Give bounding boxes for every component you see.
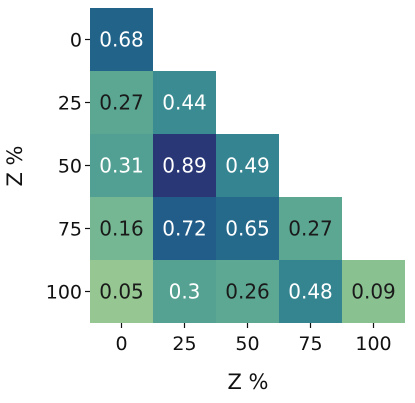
- heatmap-cell-value: 0.65: [225, 217, 270, 241]
- heatmap-cell: [342, 260, 405, 323]
- heatmap-cell: [153, 197, 216, 260]
- heatmap-cell: [216, 197, 279, 260]
- heatmap-cell-value: 0.05: [99, 280, 144, 304]
- y-tick-label: 50: [58, 156, 82, 178]
- x-axis-label: Z %: [227, 370, 268, 394]
- heatmap-cell: [216, 260, 279, 323]
- y-axis-label: Z %: [3, 145, 27, 186]
- heatmap-cell: [90, 260, 153, 323]
- heatmap-cell-value: 0.89: [162, 154, 207, 178]
- heatmap-cell: [153, 134, 216, 197]
- y-tick-label: 0: [70, 30, 82, 52]
- heatmap-cell-value: 0.68: [99, 28, 144, 52]
- y-tick-label: 25: [58, 93, 82, 115]
- heatmap-cell: [90, 134, 153, 197]
- y-tick-label: 75: [58, 219, 82, 241]
- heatmap-cell: [90, 197, 153, 260]
- heatmap-cell-value: 0.72: [162, 217, 207, 241]
- y-axis-ticks: 0 25 50 75 100: [46, 30, 90, 304]
- heatmap-cell: [279, 260, 342, 323]
- heatmap-cell: [216, 134, 279, 197]
- x-tick-label: 25: [172, 333, 196, 355]
- heatmap-cell-labels: 0.68 0.27 0.44 0.31 0.89 0.49 0.16 0.72 0.65 0.27…: [99, 28, 396, 304]
- heatmap-cell-value: 0.27: [99, 91, 144, 115]
- heatmap-cell: [153, 71, 216, 134]
- y-tick-label: 100: [46, 282, 82, 304]
- heatmap-cell-value: 0.49: [225, 154, 270, 178]
- heatmap-cell-value: 0.16: [99, 217, 144, 241]
- heatmap-cell: [279, 197, 342, 260]
- heatmap-cell-value: 0.31: [99, 154, 144, 178]
- x-tick-label: 75: [298, 333, 322, 355]
- heatmap-cell-value: 0.3: [169, 280, 201, 304]
- x-tick-label: 50: [235, 333, 259, 355]
- x-tick-label: 0: [115, 333, 127, 355]
- heatmap-cell-value: 0.48: [288, 280, 333, 304]
- heatmap-cell: [153, 260, 216, 323]
- heatmap-cell-value: 0.26: [225, 280, 270, 304]
- heatmap-cell-value: 0.27: [288, 217, 333, 241]
- heatmap-cell: [90, 71, 153, 134]
- x-tick-label: 100: [355, 333, 391, 355]
- heatmap-cell-value: 0.09: [351, 280, 396, 304]
- heatmap-cells: [90, 8, 405, 323]
- heatmap-cell-value: 0.44: [162, 91, 207, 115]
- x-axis-ticks: 0 25 50 75 100: [115, 323, 392, 355]
- heatmap-cell: [90, 8, 153, 71]
